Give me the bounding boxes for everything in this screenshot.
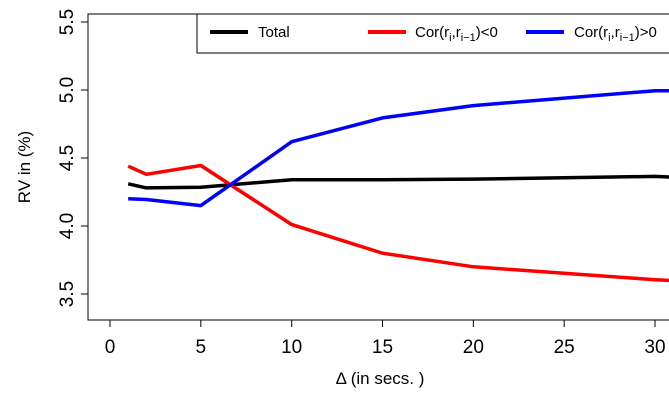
- x-tick-label: 5: [196, 337, 207, 358]
- legend-label-total: Total: [258, 24, 290, 41]
- legend-box: [196, 13, 669, 54]
- y-tick-label: 5.0: [57, 77, 78, 103]
- y-axis-label: RV in (%): [15, 131, 34, 203]
- y-axis: 3.5 4.0 4.5 5.0 5.5: [57, 9, 88, 307]
- series-lines: [127, 88, 669, 283]
- x-axis: 0 5 10 15 20 25 30: [105, 320, 666, 358]
- series-line-positive-autocorr: [128, 88, 669, 208]
- x-axis-label: Δ (in secs. ): [336, 369, 425, 388]
- y-tick-label: 4.0: [57, 213, 78, 239]
- series-line-negative-autocorr: [127, 163, 669, 283]
- legend-label-positive: Cor(ri,ri−1)>0: [574, 24, 657, 44]
- series-line-total: [127, 174, 669, 190]
- x-tick-label: 30: [644, 337, 665, 358]
- legend: Total Cor(ri,ri−1)<0 Cor(ri,ri−1)>0: [196, 13, 669, 54]
- x-tick-label: 20: [463, 337, 484, 358]
- y-tick-label: 5.5: [57, 9, 78, 35]
- y-tick-label: 4.5: [57, 145, 78, 171]
- x-tick-label: 0: [105, 337, 116, 358]
- x-tick-label: 25: [554, 337, 575, 358]
- x-tick-label: 15: [372, 337, 393, 358]
- x-tick-label: 10: [281, 337, 302, 358]
- y-tick-label: 3.5: [57, 281, 78, 307]
- legend-label-negative: Cor(ri,ri−1)<0: [415, 24, 498, 44]
